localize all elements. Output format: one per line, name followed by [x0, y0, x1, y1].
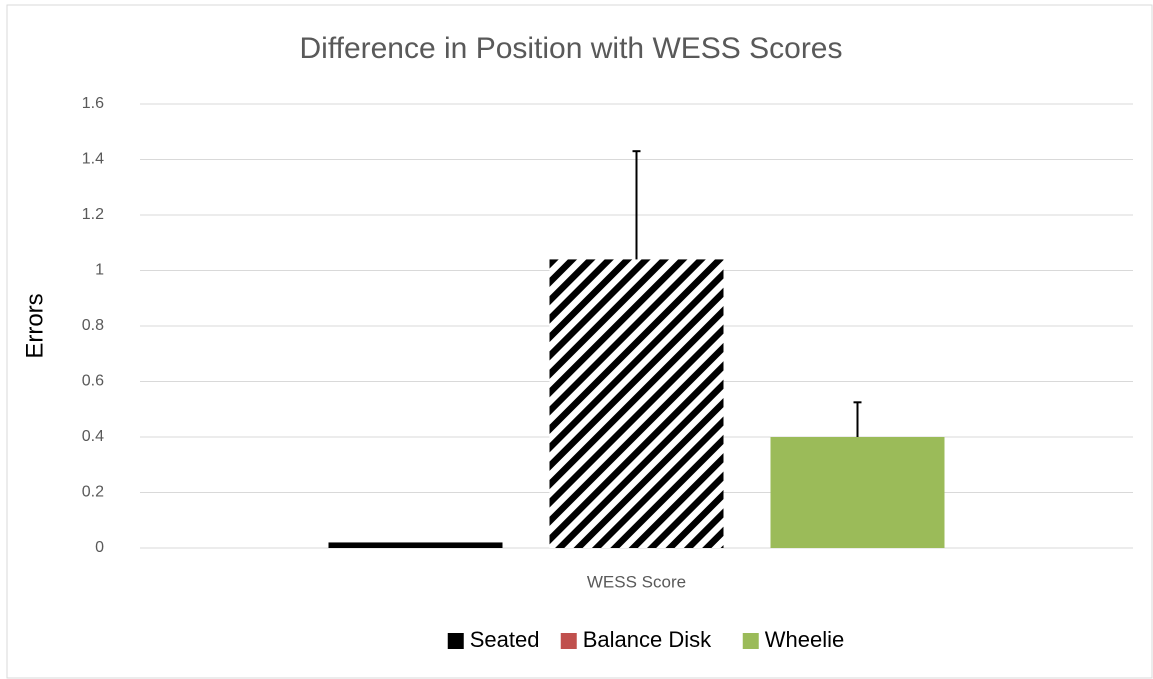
y-tick-label: 0.6 — [82, 373, 104, 390]
bar — [549, 259, 724, 548]
x-tick-label: WESS Score — [587, 572, 686, 591]
y-tick-label: 1.4 — [82, 151, 104, 168]
legend-label: Seated — [470, 627, 540, 652]
y-tick-label: 0 — [95, 539, 104, 556]
y-tick-label: 1 — [95, 262, 104, 279]
bar — [770, 437, 945, 548]
error-bar — [632, 150, 641, 260]
y-tick-label: 0.8 — [82, 317, 104, 334]
y-axis-title: Errors — [21, 293, 48, 358]
y-tick-label: 0.2 — [82, 484, 104, 501]
legend-swatch — [560, 633, 577, 649]
legend-swatch — [447, 633, 464, 649]
chart-title: Difference in Position with WESS Scores — [299, 32, 842, 65]
bar — [328, 542, 503, 548]
y-tick-label: 0.4 — [82, 428, 104, 445]
legend-label: Balance Disk — [583, 627, 712, 652]
legend-swatch — [742, 633, 759, 649]
legend-label: Wheelie — [765, 627, 844, 652]
y-tick-label: 1.2 — [82, 206, 104, 223]
y-tick-label: 1.6 — [82, 95, 104, 112]
error-bar — [853, 401, 862, 437]
